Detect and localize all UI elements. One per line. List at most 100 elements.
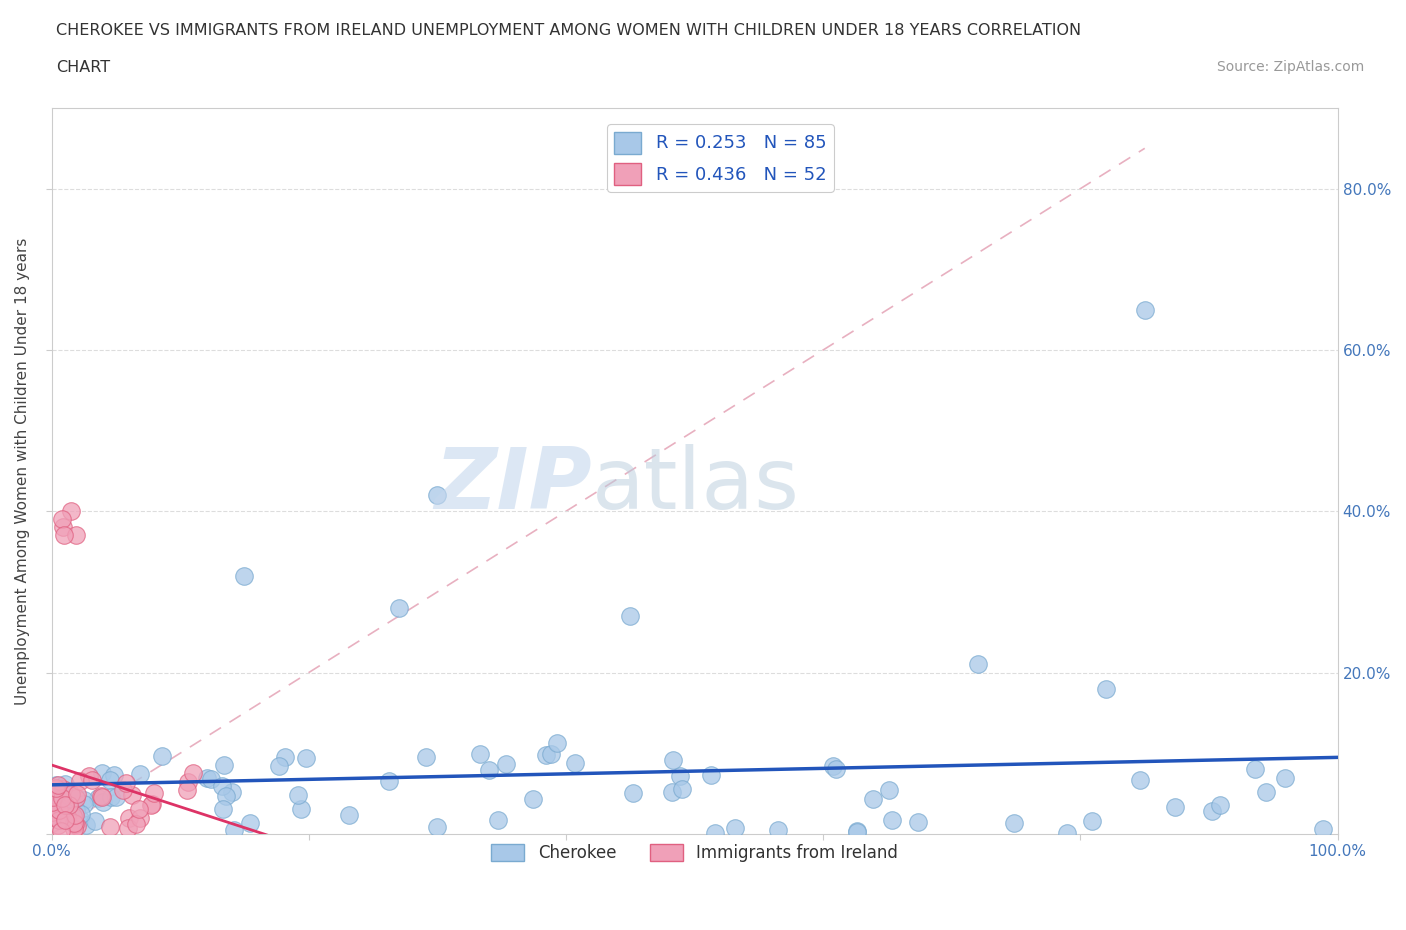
- Point: [1274, 770, 1296, 785]
- Point: [623, 786, 645, 801]
- Point: [41, 804, 63, 819]
- Point: [846, 824, 869, 839]
- Point: [862, 792, 884, 807]
- Point: [239, 816, 262, 830]
- Point: [53, 777, 76, 791]
- Legend: Cherokee, Immigrants from Ireland: Cherokee, Immigrants from Ireland: [485, 838, 905, 870]
- Point: [118, 811, 141, 826]
- Point: [1256, 784, 1278, 799]
- Text: CHEROKEE VS IMMIGRANTS FROM IRELAND UNEMPLOYMENT AMONG WOMEN WITH CHILDREN UNDER: CHEROKEE VS IMMIGRANTS FROM IRELAND UNEM…: [56, 23, 1081, 38]
- Point: [84, 813, 107, 828]
- Point: [87, 791, 110, 806]
- Point: [287, 787, 309, 802]
- Point: [45, 796, 67, 811]
- Point: [1002, 816, 1025, 830]
- Point: [69, 806, 91, 821]
- Text: CHART: CHART: [56, 60, 110, 75]
- Point: [907, 815, 929, 830]
- Point: [495, 757, 517, 772]
- Point: [66, 818, 89, 833]
- Point: [69, 774, 91, 789]
- Point: [51, 512, 73, 526]
- Point: [139, 798, 162, 813]
- Point: [41, 795, 63, 810]
- Point: [105, 789, 128, 804]
- Point: [55, 811, 77, 826]
- Point: [77, 768, 100, 783]
- Point: [669, 768, 692, 783]
- Point: [112, 782, 135, 797]
- Point: [117, 820, 139, 835]
- Point: [65, 790, 87, 805]
- Point: [60, 787, 83, 802]
- Point: [724, 821, 747, 836]
- Point: [290, 802, 312, 817]
- Text: ZIP: ZIP: [434, 444, 592, 527]
- Point: [58, 798, 80, 813]
- Point: [45, 788, 67, 803]
- Point: [1080, 813, 1102, 828]
- Point: [60, 504, 83, 519]
- Point: [45, 780, 67, 795]
- Point: [58, 783, 80, 798]
- Point: [1095, 682, 1118, 697]
- Point: [211, 802, 233, 817]
- Point: [1133, 302, 1156, 317]
- Text: Source: ZipAtlas.com: Source: ZipAtlas.com: [1216, 60, 1364, 74]
- Point: [128, 802, 150, 817]
- Point: [700, 767, 723, 782]
- Point: [468, 746, 491, 761]
- Point: [62, 821, 84, 836]
- Point: [195, 770, 218, 785]
- Point: [100, 790, 122, 804]
- Point: [1129, 773, 1152, 788]
- Point: [80, 773, 103, 788]
- Point: [51, 790, 73, 805]
- Point: [388, 601, 411, 616]
- Point: [49, 823, 72, 838]
- Point: [65, 817, 87, 831]
- Point: [73, 792, 96, 807]
- Point: [214, 758, 236, 773]
- Point: [69, 812, 91, 827]
- Point: [125, 817, 148, 832]
- Point: [183, 765, 205, 780]
- Point: [214, 789, 236, 804]
- Point: [882, 813, 904, 828]
- Point: [211, 778, 233, 793]
- Point: [426, 487, 449, 502]
- Point: [1164, 800, 1187, 815]
- Point: [75, 817, 97, 832]
- Point: [177, 775, 200, 790]
- Point: [46, 817, 69, 832]
- Point: [73, 796, 96, 811]
- Point: [662, 752, 685, 767]
- Point: [564, 756, 586, 771]
- Point: [534, 748, 557, 763]
- Point: [129, 811, 152, 826]
- Point: [295, 751, 318, 765]
- Point: [233, 568, 256, 583]
- Point: [65, 803, 87, 817]
- Point: [1056, 826, 1078, 841]
- Point: [267, 759, 290, 774]
- Point: [56, 808, 79, 823]
- Point: [200, 771, 222, 786]
- Point: [546, 736, 568, 751]
- Point: [91, 795, 114, 810]
- Point: [90, 790, 112, 804]
- Point: [1201, 804, 1223, 818]
- Point: [45, 778, 67, 793]
- Point: [877, 782, 900, 797]
- Point: [1312, 821, 1334, 836]
- Point: [53, 797, 76, 812]
- Point: [821, 758, 844, 773]
- Point: [59, 803, 82, 817]
- Point: [704, 826, 727, 841]
- Point: [176, 783, 198, 798]
- Point: [66, 786, 89, 801]
- Point: [478, 763, 501, 777]
- Point: [128, 766, 150, 781]
- Point: [1244, 762, 1267, 777]
- Point: [48, 813, 70, 828]
